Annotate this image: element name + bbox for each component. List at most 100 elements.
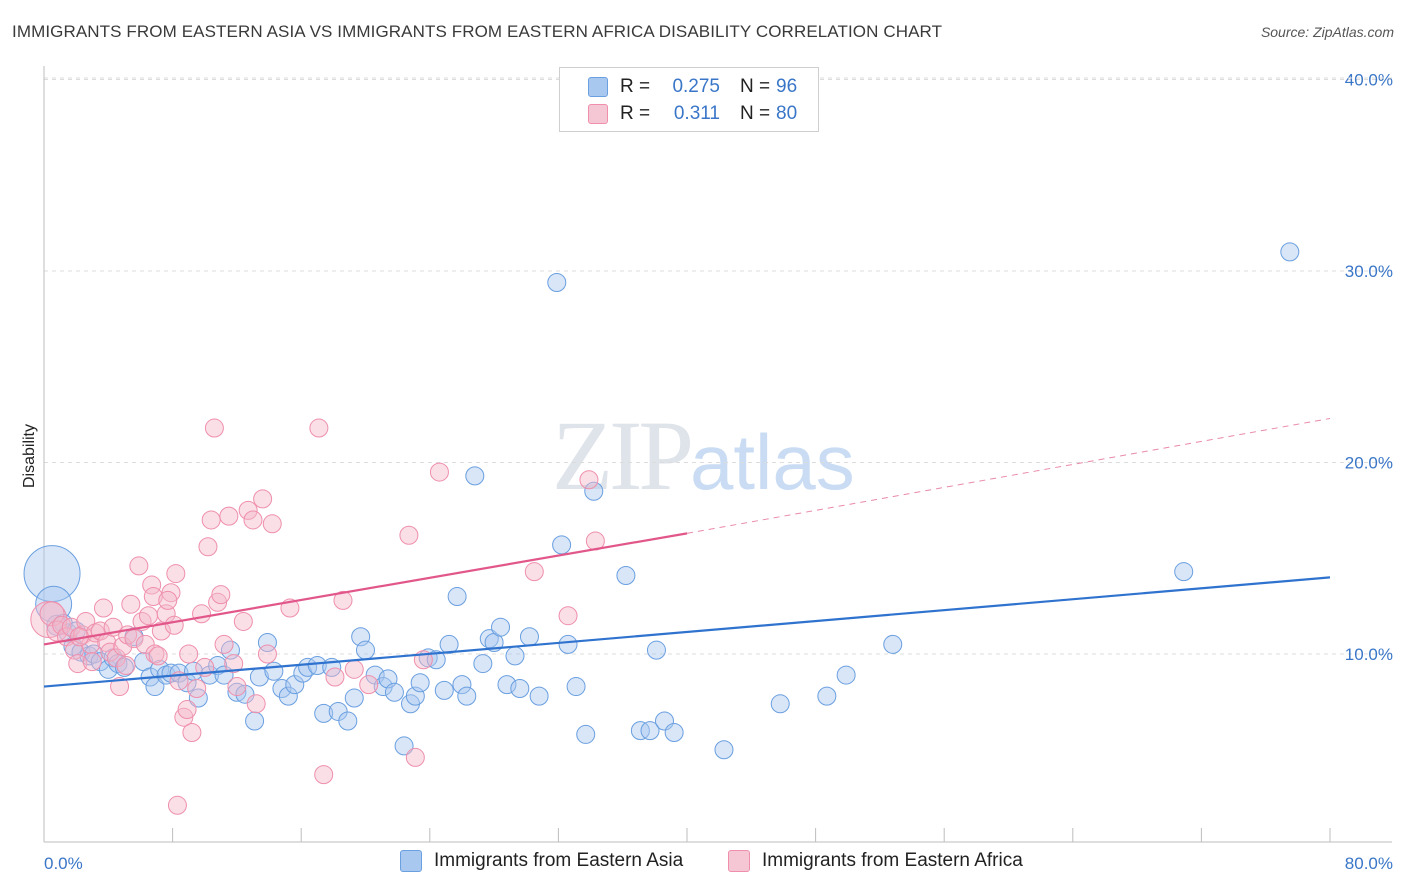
point-eastern-asia [257, 633, 277, 653]
point-eastern-africa [246, 694, 266, 714]
point-eastern-asia [365, 665, 385, 685]
point-eastern-asia [714, 740, 734, 760]
point-eastern-africa [524, 562, 544, 582]
trendline-eastern-asia [43, 576, 1331, 688]
point-eastern-africa [224, 654, 244, 674]
point-eastern-asia [452, 675, 472, 695]
point-eastern-africa [204, 418, 224, 438]
point-eastern-africa [121, 594, 141, 614]
point-eastern-africa [138, 606, 158, 626]
point-eastern-asia [384, 682, 404, 702]
point-eastern-asia [646, 640, 666, 660]
legend-n-label: N = [740, 103, 771, 124]
y-axis-title: Disability [21, 424, 38, 488]
point-eastern-africa [344, 659, 364, 679]
point-eastern-africa [129, 556, 149, 576]
point-eastern-africa [39, 601, 65, 627]
point-eastern-asia [630, 721, 650, 741]
point-eastern-asia [817, 686, 837, 706]
point-eastern-africa [145, 644, 165, 664]
point-eastern-asia [576, 724, 596, 744]
point-eastern-africa [110, 677, 130, 697]
legend-swatch-eastern-asia [588, 77, 608, 97]
point-eastern-asia [278, 686, 298, 706]
point-eastern-africa [177, 700, 197, 720]
point-eastern-africa [151, 621, 171, 641]
point-eastern-asia [272, 678, 292, 698]
point-eastern-africa [253, 489, 273, 509]
point-eastern-africa [429, 462, 449, 482]
point-eastern-asia [883, 634, 903, 654]
point-eastern-asia [434, 680, 454, 700]
point-eastern-africa [192, 604, 212, 624]
legend-r-label: R = [620, 103, 651, 124]
point-eastern-asia [338, 711, 358, 731]
point-eastern-asia [188, 688, 208, 708]
bottom-legend-eastern-africa: Immigrants from Eastern Africa [728, 850, 1023, 872]
y-tick-label: 10.0% [1345, 645, 1393, 664]
legend-r-value: 0.275 [672, 76, 720, 97]
point-eastern-africa [52, 615, 72, 635]
bottom-legend-swatch-eastern-asia [400, 850, 422, 872]
point-eastern-asia [584, 481, 604, 501]
point-eastern-asia [529, 686, 549, 706]
point-eastern-africa [208, 592, 228, 612]
point-eastern-africa [135, 634, 155, 654]
bottom-legend-label-eastern-asia: Immigrants from Eastern Asia [434, 850, 684, 871]
point-eastern-asia [505, 646, 525, 666]
point-eastern-asia [161, 663, 181, 683]
point-eastern-asia [344, 688, 364, 708]
point-eastern-asia [264, 661, 284, 681]
point-eastern-africa [333, 590, 353, 610]
point-eastern-asia [465, 466, 485, 486]
stats-legend: R = 0.275 N = 96 R = 0.311 N = 80 [559, 67, 819, 132]
y-tick-label: 40.0% [1345, 71, 1393, 90]
point-eastern-asia [491, 617, 511, 637]
point-eastern-africa [106, 648, 126, 668]
legend-n-value: 96 [776, 76, 798, 97]
y-tick-label: 20.0% [1345, 454, 1393, 473]
point-eastern-africa [182, 723, 202, 743]
point-eastern-africa [558, 606, 578, 626]
point-eastern-africa [579, 470, 599, 490]
point-eastern-asia [770, 694, 790, 714]
point-eastern-africa [148, 646, 168, 666]
point-eastern-asia [307, 655, 327, 675]
bottom-legend-label-eastern-africa: Immigrants from Eastern Africa [762, 850, 1023, 871]
point-eastern-asia [1280, 242, 1300, 262]
point-eastern-africa [113, 636, 133, 656]
point-eastern-africa [243, 510, 263, 530]
point-eastern-africa [179, 644, 199, 664]
point-eastern-asia [447, 587, 467, 607]
point-eastern-asia [457, 686, 477, 706]
point-eastern-africa [82, 652, 102, 672]
point-eastern-africa [166, 564, 186, 584]
point-eastern-africa [227, 677, 247, 697]
point-eastern-asia [410, 673, 430, 693]
legend-row-eastern-asia: R = 0.275 N = 96 [588, 74, 797, 100]
point-eastern-asia [566, 677, 586, 697]
point-eastern-asia [558, 634, 578, 654]
point-eastern-asia [328, 701, 348, 721]
point-eastern-africa [233, 611, 253, 631]
point-eastern-asia [285, 675, 305, 695]
point-eastern-asia [616, 565, 636, 585]
point-eastern-africa [309, 418, 329, 438]
point-eastern-africa [238, 500, 258, 520]
legend-swatch-eastern-africa [588, 104, 608, 124]
bottom-legend-eastern-asia: Immigrants from Eastern Asia [400, 850, 683, 872]
point-eastern-africa [219, 506, 239, 526]
point-eastern-asia [836, 665, 856, 685]
point-eastern-africa [405, 747, 425, 767]
point-eastern-asia [314, 703, 334, 723]
point-eastern-asia [439, 634, 459, 654]
point-eastern-asia [552, 535, 572, 555]
point-eastern-africa [198, 537, 218, 557]
point-eastern-asia [519, 627, 539, 647]
point-eastern-asia [245, 711, 265, 731]
point-eastern-asia [235, 684, 255, 704]
point-eastern-asia [497, 675, 517, 695]
point-eastern-africa [262, 514, 282, 534]
point-eastern-africa [68, 654, 88, 674]
